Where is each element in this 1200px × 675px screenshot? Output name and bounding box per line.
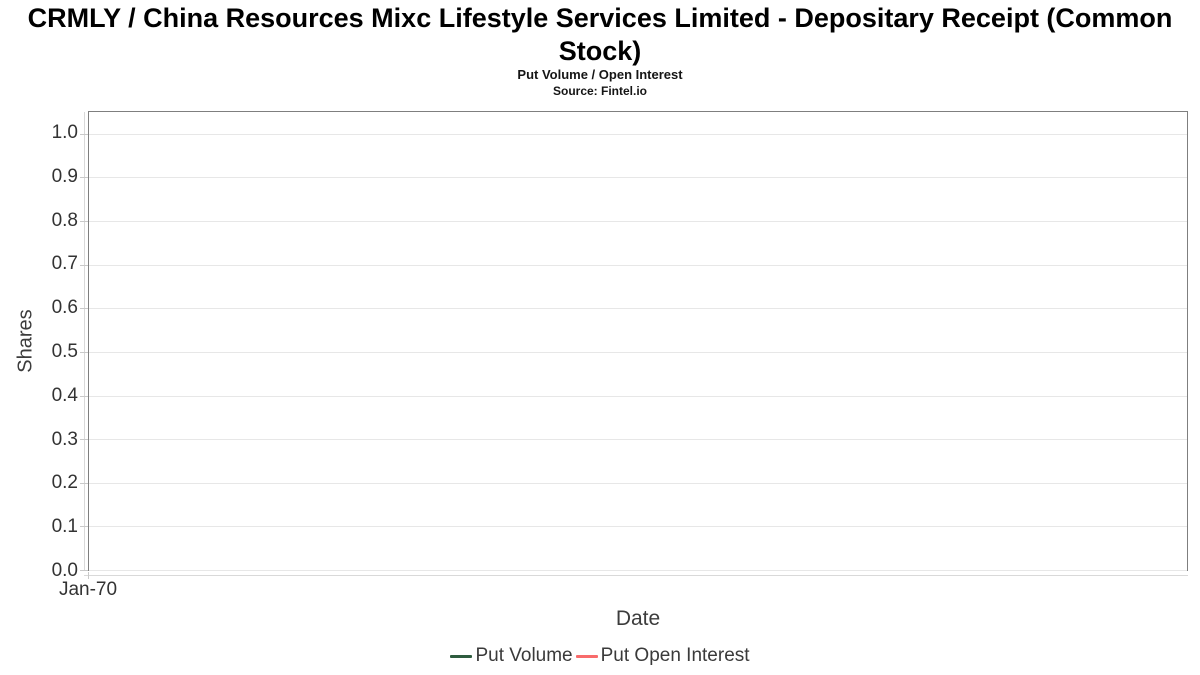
y-tick-mark <box>80 570 88 571</box>
y-tick-mark <box>80 177 88 179</box>
x-axis-title: Date <box>615 607 661 630</box>
y-tick-mark <box>80 482 88 484</box>
chart-subtitle: Put Volume / Open Interest <box>517 67 683 82</box>
y-axis-labels: 0.0 0.1 0.2 0.3 0.4 0.5 0.6 0.7 0.8 0.9 1.0 <box>0 111 78 581</box>
y-tick-label: 0.8 <box>51 209 78 231</box>
y-tick-label: 0.2 <box>51 472 78 494</box>
y-tick-label: 0.7 <box>51 253 78 275</box>
gridline <box>89 221 1187 223</box>
gridline <box>89 482 1187 484</box>
chart-source: Source: Fintel.io <box>552 84 647 98</box>
y-tick-label: 0.0 <box>51 560 78 581</box>
gridline <box>89 526 1187 528</box>
gridline <box>89 570 1187 571</box>
y-tick-label: 1.0 <box>51 121 78 143</box>
y-tick-mark <box>80 133 88 135</box>
y-tick-label: 0.5 <box>51 340 78 362</box>
gridline <box>89 264 1187 266</box>
legend-label: Put Volume <box>475 645 573 666</box>
y-tick-mark <box>80 351 88 353</box>
gridline <box>89 133 1187 135</box>
legend-item[interactable]: Put Open Interest <box>575 645 750 667</box>
legend-dash-icon <box>575 654 598 658</box>
x-axis-line <box>84 575 1188 576</box>
x-axis-labels: Jan-70 <box>59 571 1188 603</box>
gridline <box>89 351 1187 353</box>
y-tick-label: 0.9 <box>51 165 78 187</box>
y-tick-mark <box>80 221 88 223</box>
plot-area <box>80 111 1188 576</box>
chart-title: CRMLY / China Resources Mixc Lifestyle S… <box>27 3 1173 66</box>
x-tick-label: Jan-70 <box>58 579 118 600</box>
gridline <box>89 439 1187 441</box>
y-tick-label: 0.4 <box>51 384 78 406</box>
legend: Put Volume Put Open Interest <box>0 645 1200 667</box>
y-tick-label: 0.3 <box>51 428 78 450</box>
legend-dash-icon <box>450 654 473 658</box>
legend-item[interactable]: Put Volume <box>450 645 573 667</box>
y-axis-line <box>84 112 85 570</box>
y-tick-mark <box>80 526 88 528</box>
x-tick-mark <box>88 572 89 579</box>
legend-label: Put Open Interest <box>600 645 750 666</box>
y-tick-mark <box>80 439 88 441</box>
y-tick-label: 0.6 <box>51 297 78 319</box>
y-tick-label: 0.1 <box>51 516 78 538</box>
y-tick-mark <box>80 395 88 397</box>
gridline <box>89 177 1187 179</box>
y-tick-mark <box>80 308 88 310</box>
gridline <box>89 308 1187 310</box>
y-tick-mark <box>80 264 88 266</box>
gridline <box>89 395 1187 397</box>
